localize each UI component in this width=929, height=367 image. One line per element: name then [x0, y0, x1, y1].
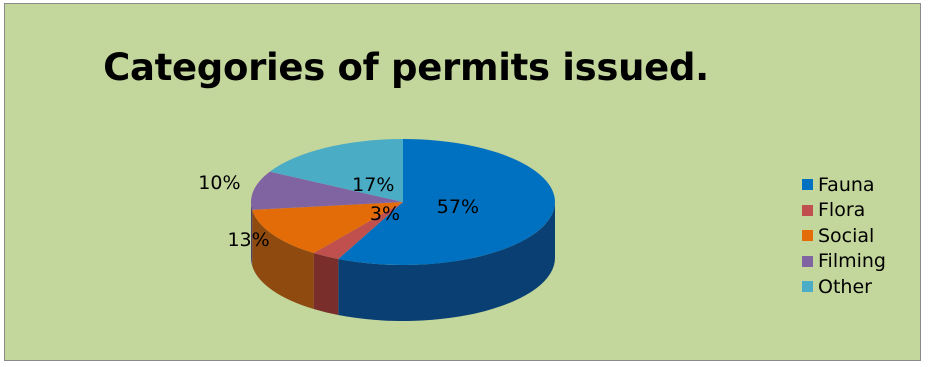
legend-label: Social — [818, 224, 875, 247]
data-label-fauna: 57% — [437, 196, 479, 218]
legend-swatch — [802, 204, 813, 216]
legend-item-fauna: Fauna — [802, 172, 886, 198]
legend-label: Flora — [818, 199, 866, 222]
pie-slice-fauna — [338, 139, 555, 265]
legend-label: Fauna — [818, 173, 875, 196]
pie-slice-other — [269, 139, 403, 202]
legend-label: Other — [818, 275, 872, 298]
data-label-other: 17% — [352, 174, 394, 196]
data-label-flora: 3% — [370, 203, 400, 225]
pie-side-flora — [313, 252, 339, 316]
chart-title: Categories of permits issued. — [103, 46, 709, 89]
legend-item-filming: Filming — [802, 249, 886, 275]
pie-side-fauna — [338, 202, 555, 321]
legend: Fauna Flora Social Filming Other — [802, 172, 886, 300]
legend-swatch — [802, 230, 813, 242]
data-label-filming: 10% — [198, 172, 240, 194]
legend-swatch — [802, 179, 813, 191]
legend-item-other: Other — [802, 274, 886, 300]
pie-side-filming — [251, 202, 253, 266]
legend-item-flora: Flora — [802, 198, 886, 224]
pie-side-social — [252, 209, 314, 309]
pie-slice-filming — [250, 171, 403, 210]
data-label-social: 13% — [227, 229, 269, 251]
legend-swatch — [802, 255, 813, 267]
pie-slice-social — [252, 202, 403, 253]
legend-swatch — [802, 281, 813, 293]
legend-item-social: Social — [802, 223, 886, 249]
pie-slice-flora — [313, 202, 403, 260]
legend-label: Filming — [818, 250, 886, 273]
